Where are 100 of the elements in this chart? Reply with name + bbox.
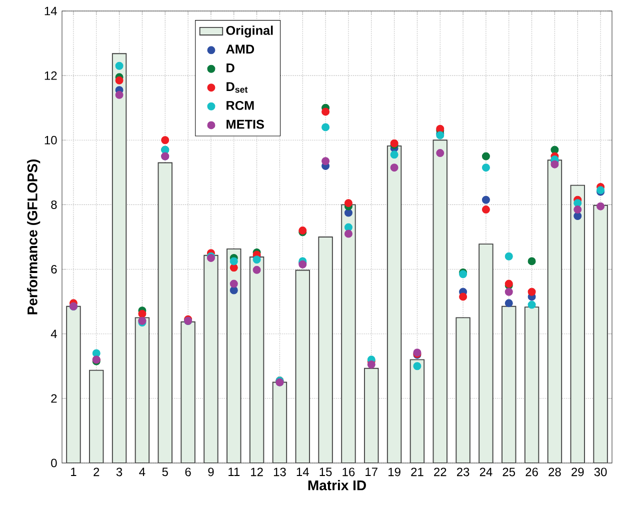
bar [226,248,242,463]
bar [134,317,150,463]
point [161,136,170,144]
bar [410,359,425,463]
bar [112,53,127,463]
bar [478,244,494,463]
point [322,108,330,116]
point [504,252,513,260]
point [344,230,352,238]
x-tick-label: 13 [274,468,286,476]
point [504,299,513,308]
x-tick-label: 19 [388,468,400,476]
point [550,160,559,168]
x-tick-label: 4 [139,468,146,476]
point [482,164,490,172]
point [252,266,261,274]
point [482,196,490,204]
bar [547,160,562,463]
legend-label: D$_{set}$ [226,82,248,93]
bar [524,306,540,463]
point [115,76,124,84]
x-tick-label: 29 [572,468,584,476]
y-tick-label: 6 [51,265,57,274]
bar [502,306,516,463]
bar [364,368,379,463]
point [482,152,490,160]
x-tick-label: 17 [366,468,378,476]
point [344,199,352,208]
point [550,146,559,154]
point [230,286,238,294]
x-tick-label: 28 [548,468,561,476]
point [252,256,261,264]
x-tick-label: 24 [480,468,492,476]
x-tick-label: 15 [320,468,332,476]
point [574,206,582,214]
point [115,90,124,99]
point [322,157,330,166]
bar [593,204,608,463]
x-tick-label: 6 [185,468,191,476]
x-tick-label: 21 [411,468,424,476]
x-tick-label: 11 [228,468,240,476]
x-tick-label: 3 [116,468,122,476]
legend-label: AMD [226,44,254,54]
x-tick-label: 16 [342,468,355,476]
bar [180,321,196,463]
point [574,212,582,220]
x-tick-label: 14 [296,468,309,476]
x-tick-label: 25 [502,468,516,476]
x-tick-label: 26 [526,468,538,476]
point [504,288,513,296]
bar [295,270,310,463]
bar [341,204,356,463]
bar [570,184,585,463]
legend-label: D [226,64,234,72]
bar [204,254,218,463]
x-tick-label: 30 [594,468,607,476]
point [92,349,100,358]
y-tick-label: 10 [44,136,57,144]
x-axis-title: Matrix ID [308,480,366,490]
y-tick-label: 14 [44,6,57,16]
y-tick-label: 0 [51,458,57,468]
point [459,292,468,301]
legend-label: RCM [226,100,254,110]
point [482,206,490,214]
point [230,280,238,288]
x-tick-label: 22 [434,468,446,476]
y-tick-label: 4 [50,330,57,338]
point [596,202,605,210]
x-tick-label: 23 [456,468,470,476]
bar [456,317,470,463]
point [528,257,536,266]
bar [386,145,402,463]
legend-label: METIS [226,120,264,129]
x-tick-label: 5 [162,468,168,476]
y-axis-title: Performance (GFLOPS) [27,160,40,314]
point [115,62,124,70]
point [138,310,146,318]
x-tick-label: 9 [208,468,214,476]
bar [432,140,448,463]
y-tick-label: 8 [51,200,57,209]
point [344,208,352,217]
bar [89,370,104,463]
y-tick-label: 2 [51,394,57,403]
point [528,288,536,296]
point [436,149,444,158]
x-tick-label: 1 [71,468,76,476]
point [230,257,238,266]
point [390,164,398,172]
x-tick-label: 12 [251,468,263,476]
legend-label: Original [226,26,273,38]
bar [66,306,81,463]
y-tick-label: 12 [44,71,57,80]
point [230,264,238,272]
point [367,360,376,369]
point [528,300,536,309]
bar [318,236,333,463]
point [344,223,352,232]
point [390,150,398,159]
point [413,362,422,370]
x-tick-label: 2 [94,468,100,476]
